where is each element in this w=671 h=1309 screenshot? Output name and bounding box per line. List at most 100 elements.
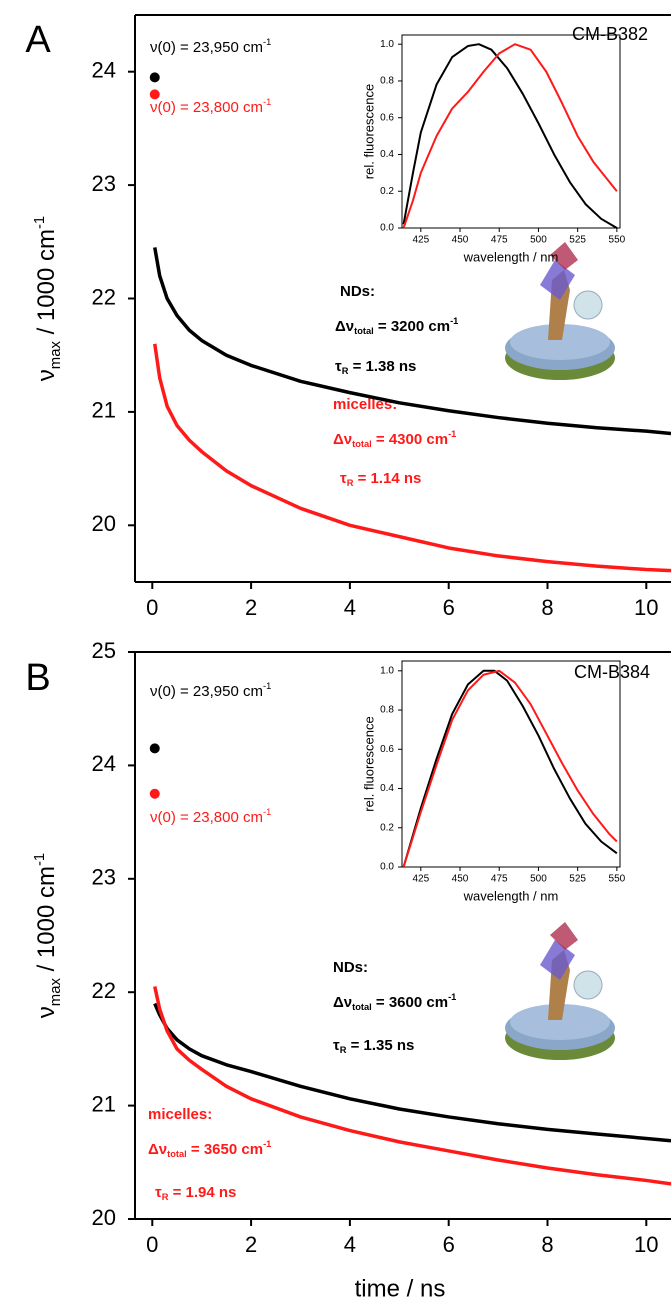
text-part: -1 — [263, 807, 271, 817]
y-tick-label: 0.4 — [380, 149, 394, 160]
text-part: = 1.14 ns — [353, 470, 421, 487]
y-tick-label: 0.2 — [380, 822, 394, 833]
plot-frame — [401, 660, 621, 868]
x-tick-label: 475 — [491, 874, 508, 885]
y-tick-label: 24 — [92, 751, 116, 776]
text-part: Δν — [335, 318, 354, 335]
text-part: Δν — [333, 431, 352, 448]
x-tick-label: 450 — [452, 235, 469, 246]
annotation: τR = 1.14 ns — [340, 470, 421, 488]
x-tick-label: 8 — [541, 1232, 553, 1257]
text-part: = 4300 cm — [372, 431, 448, 448]
text-part: τ — [335, 358, 342, 375]
text-part: -1 — [448, 429, 456, 439]
x-tick-label: 525 — [569, 874, 586, 885]
text-part: / 1000 cm — [33, 866, 60, 978]
text-part: max — [48, 341, 64, 370]
annotation: micelles: — [148, 1106, 212, 1123]
annotation: micelles: — [333, 396, 397, 413]
y-tick-label: 0.4 — [380, 783, 394, 794]
x-axis-label: wavelength / nm — [463, 888, 559, 903]
y-tick-label: 20 — [92, 511, 116, 536]
y-tick-label: 20 — [92, 1205, 116, 1230]
y-tick-label: 23 — [92, 171, 116, 196]
data-line — [402, 669, 618, 868]
text-part: total — [352, 1002, 372, 1012]
x-tick-label: 2 — [245, 1232, 257, 1257]
x-tick-label: 525 — [569, 235, 586, 246]
text-part: -1 — [32, 216, 48, 229]
data-line — [153, 343, 671, 573]
text-part: total — [354, 326, 374, 336]
x-tick-label: 4 — [344, 595, 356, 620]
text-part: R — [162, 1192, 169, 1202]
y-tick-label: 23 — [92, 865, 116, 890]
y-tick-label: 0.6 — [380, 112, 394, 123]
membrane-illustration — [505, 922, 615, 1060]
panel-label: A — [25, 19, 51, 61]
x-tick-label: 500 — [530, 235, 547, 246]
x-tick-label: 550 — [609, 874, 626, 885]
panel-label: B — [25, 657, 50, 699]
y-tick-label: 1.0 — [380, 665, 394, 676]
annotation: ν(0) = 23,800 cm-1 — [150, 97, 271, 116]
x-tick-label: 4 — [344, 1232, 356, 1257]
text-part: ν — [33, 369, 60, 381]
text-part: ν — [33, 1006, 60, 1018]
x-axis-label: time / ns — [355, 1275, 446, 1302]
annotation: ν(0) = 23,950 cm-1 — [150, 681, 271, 700]
text-part: ν(0) = 23,800 cm — [150, 809, 263, 826]
data-point — [149, 72, 160, 83]
y-tick-label: 1.0 — [380, 39, 394, 50]
text-part: -1 — [263, 1139, 271, 1149]
text-part: max — [48, 978, 64, 1007]
x-tick-label: 8 — [541, 595, 553, 620]
y-axis-label: νmax / 1000 cm-1 — [32, 216, 64, 381]
x-tick-label: 10 — [634, 595, 658, 620]
y-tick-label: 0.0 — [380, 862, 394, 873]
text-part: = 3600 cm — [372, 994, 448, 1011]
text-part: = 3650 cm — [187, 1141, 263, 1158]
x-tick-label: 2 — [245, 595, 257, 620]
text-part: ν(0) = 23,800 cm — [150, 99, 263, 116]
y-tick-label: 22 — [92, 284, 116, 309]
x-tick-label: 425 — [412, 235, 429, 246]
annotation: NDs: — [340, 283, 375, 300]
y-tick-label: 0.2 — [380, 186, 394, 197]
text-part: R — [342, 366, 349, 376]
annotation: Δνtotal = 3650 cm-1 — [148, 1139, 271, 1159]
data-line — [153, 986, 671, 1186]
text-part: -1 — [448, 992, 456, 1002]
data-point — [149, 788, 160, 799]
text-part: τ — [340, 470, 347, 487]
annotation: Δνtotal = 3600 cm-1 — [333, 992, 456, 1012]
x-tick-label: 475 — [491, 235, 508, 246]
text-part: R — [347, 478, 354, 488]
text-part: NDs: — [340, 283, 375, 300]
text-part: -1 — [263, 681, 271, 691]
text-part: -1 — [263, 37, 271, 47]
annotation: τR = 1.38 ns — [335, 358, 416, 376]
text-part: = 1.94 ns — [168, 1184, 236, 1201]
text-part: / 1000 cm — [33, 229, 60, 341]
membrane-illustration — [505, 242, 615, 380]
text-part: R — [340, 1045, 347, 1055]
y-tick-label: 21 — [92, 398, 116, 423]
plot-frame — [401, 34, 621, 229]
annotation: Δνtotal = 4300 cm-1 — [333, 429, 456, 449]
text-part: Δν — [148, 1141, 167, 1158]
annotation: τR = 1.35 ns — [333, 1037, 414, 1055]
y-axis-label: rel. fluorescence — [361, 716, 376, 811]
x-tick-label: 6 — [443, 595, 455, 620]
data-line — [402, 43, 618, 229]
y-tick-label: 0.0 — [380, 223, 394, 234]
y-tick-label: 0.8 — [380, 76, 394, 87]
text-part: τ — [155, 1184, 162, 1201]
data-line — [402, 669, 618, 868]
text-part: total — [167, 1149, 187, 1159]
data-point — [149, 89, 160, 100]
y-tick-label: 21 — [92, 1091, 116, 1116]
panel-title: CM-B384 — [574, 662, 650, 682]
annotation: ν(0) = 23,800 cm-1 — [150, 807, 271, 826]
